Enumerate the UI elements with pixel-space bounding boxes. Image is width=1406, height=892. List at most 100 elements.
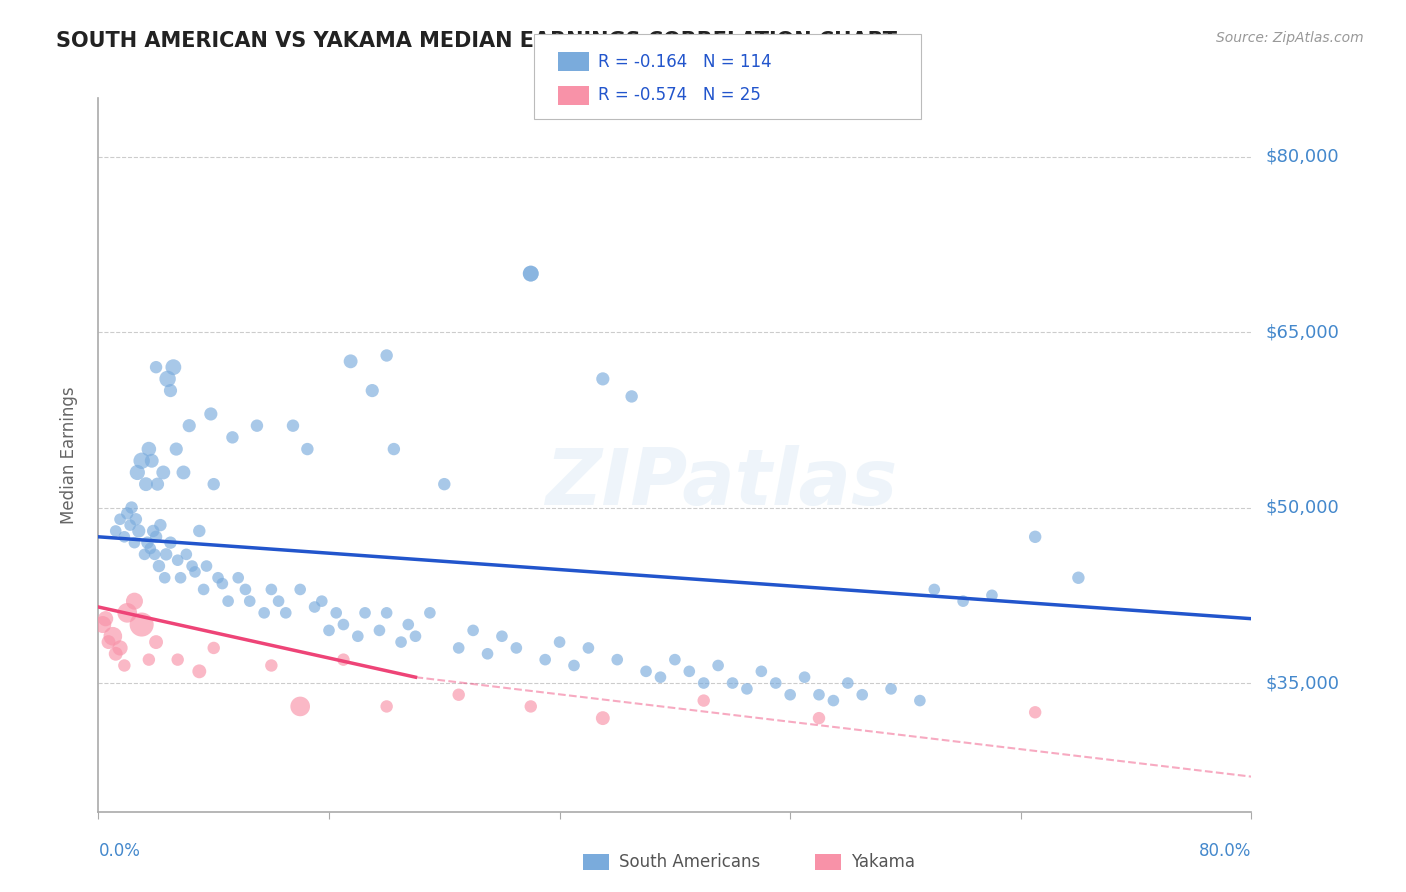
Point — [202, 640, 225, 655]
Point — [375, 349, 398, 363]
Point — [520, 267, 543, 281]
Point — [548, 635, 571, 649]
Point — [131, 617, 153, 632]
Point — [166, 653, 188, 667]
Text: $80,000: $80,000 — [1265, 147, 1339, 166]
Point — [520, 267, 543, 281]
Point — [221, 430, 243, 444]
Point — [375, 699, 398, 714]
Point — [807, 711, 830, 725]
Point — [433, 477, 456, 491]
Point — [108, 512, 131, 526]
Point — [145, 635, 167, 649]
Point — [396, 617, 419, 632]
Text: R = -0.574   N = 25: R = -0.574 N = 25 — [598, 87, 761, 104]
Text: $35,000: $35,000 — [1265, 674, 1339, 692]
Point — [606, 653, 628, 667]
Point — [880, 681, 903, 696]
Point — [1024, 706, 1046, 720]
Point — [142, 524, 165, 538]
Point — [143, 547, 166, 561]
Point — [721, 676, 744, 690]
Point — [1024, 530, 1046, 544]
Point — [246, 418, 269, 433]
Text: 80.0%: 80.0% — [1199, 842, 1251, 860]
Point — [520, 699, 543, 714]
Point — [127, 466, 149, 480]
Point — [382, 442, 405, 456]
Point — [94, 612, 117, 626]
Point — [235, 582, 257, 597]
Text: R = -0.164   N = 114: R = -0.164 N = 114 — [598, 53, 770, 70]
Point — [165, 442, 187, 456]
Text: Yakama: Yakama — [851, 853, 915, 871]
Point — [405, 629, 427, 643]
Point — [354, 606, 377, 620]
Point — [112, 530, 135, 544]
Point — [91, 617, 114, 632]
Point — [149, 518, 172, 533]
Point — [188, 665, 211, 679]
Point — [156, 372, 179, 386]
Point — [145, 530, 167, 544]
Point — [491, 629, 513, 643]
Text: $50,000: $50,000 — [1265, 499, 1339, 516]
Point — [159, 384, 181, 398]
Point — [304, 599, 326, 614]
Point — [346, 629, 368, 643]
Point — [179, 418, 201, 433]
Point — [260, 582, 283, 597]
Point — [447, 688, 470, 702]
Point — [908, 693, 931, 707]
Point — [419, 606, 441, 620]
Point — [101, 629, 124, 643]
Point — [361, 384, 384, 398]
Point — [924, 582, 946, 597]
Point — [152, 466, 174, 480]
Point — [162, 360, 184, 375]
Point — [793, 670, 815, 684]
Point — [267, 594, 290, 608]
Point — [1067, 571, 1090, 585]
Point — [124, 535, 146, 549]
Point — [141, 454, 163, 468]
Y-axis label: Median Earnings: Median Earnings — [59, 386, 77, 524]
Point — [134, 547, 156, 561]
Point — [188, 524, 211, 538]
Point — [138, 653, 160, 667]
Point — [226, 571, 249, 585]
Point — [281, 418, 304, 433]
Point — [211, 576, 233, 591]
Point — [195, 559, 218, 574]
Point — [693, 693, 716, 707]
Point — [120, 518, 142, 533]
Point — [325, 606, 347, 620]
Point — [136, 535, 159, 549]
Point — [664, 653, 686, 667]
Point — [505, 640, 527, 655]
Point — [274, 606, 297, 620]
Text: 0.0%: 0.0% — [98, 842, 141, 860]
Point — [576, 640, 599, 655]
Point — [125, 512, 148, 526]
Point — [636, 665, 658, 679]
Point — [117, 606, 138, 620]
Point — [121, 500, 143, 515]
Point — [124, 594, 146, 608]
Point — [253, 606, 276, 620]
Point — [181, 559, 204, 574]
Text: ZIPatlas: ZIPatlas — [546, 445, 897, 522]
Point — [112, 658, 135, 673]
Point — [823, 693, 845, 707]
Point — [751, 665, 773, 679]
Point — [851, 688, 873, 702]
Text: SOUTH AMERICAN VS YAKAMA MEDIAN EARNINGS CORRELATION CHART: SOUTH AMERICAN VS YAKAMA MEDIAN EARNINGS… — [56, 31, 897, 51]
Point — [202, 477, 225, 491]
Point — [239, 594, 262, 608]
Text: $65,000: $65,000 — [1265, 323, 1339, 341]
Point — [146, 477, 169, 491]
Point — [128, 524, 150, 538]
Point — [138, 442, 160, 456]
Point — [981, 588, 1004, 602]
Point — [447, 640, 470, 655]
